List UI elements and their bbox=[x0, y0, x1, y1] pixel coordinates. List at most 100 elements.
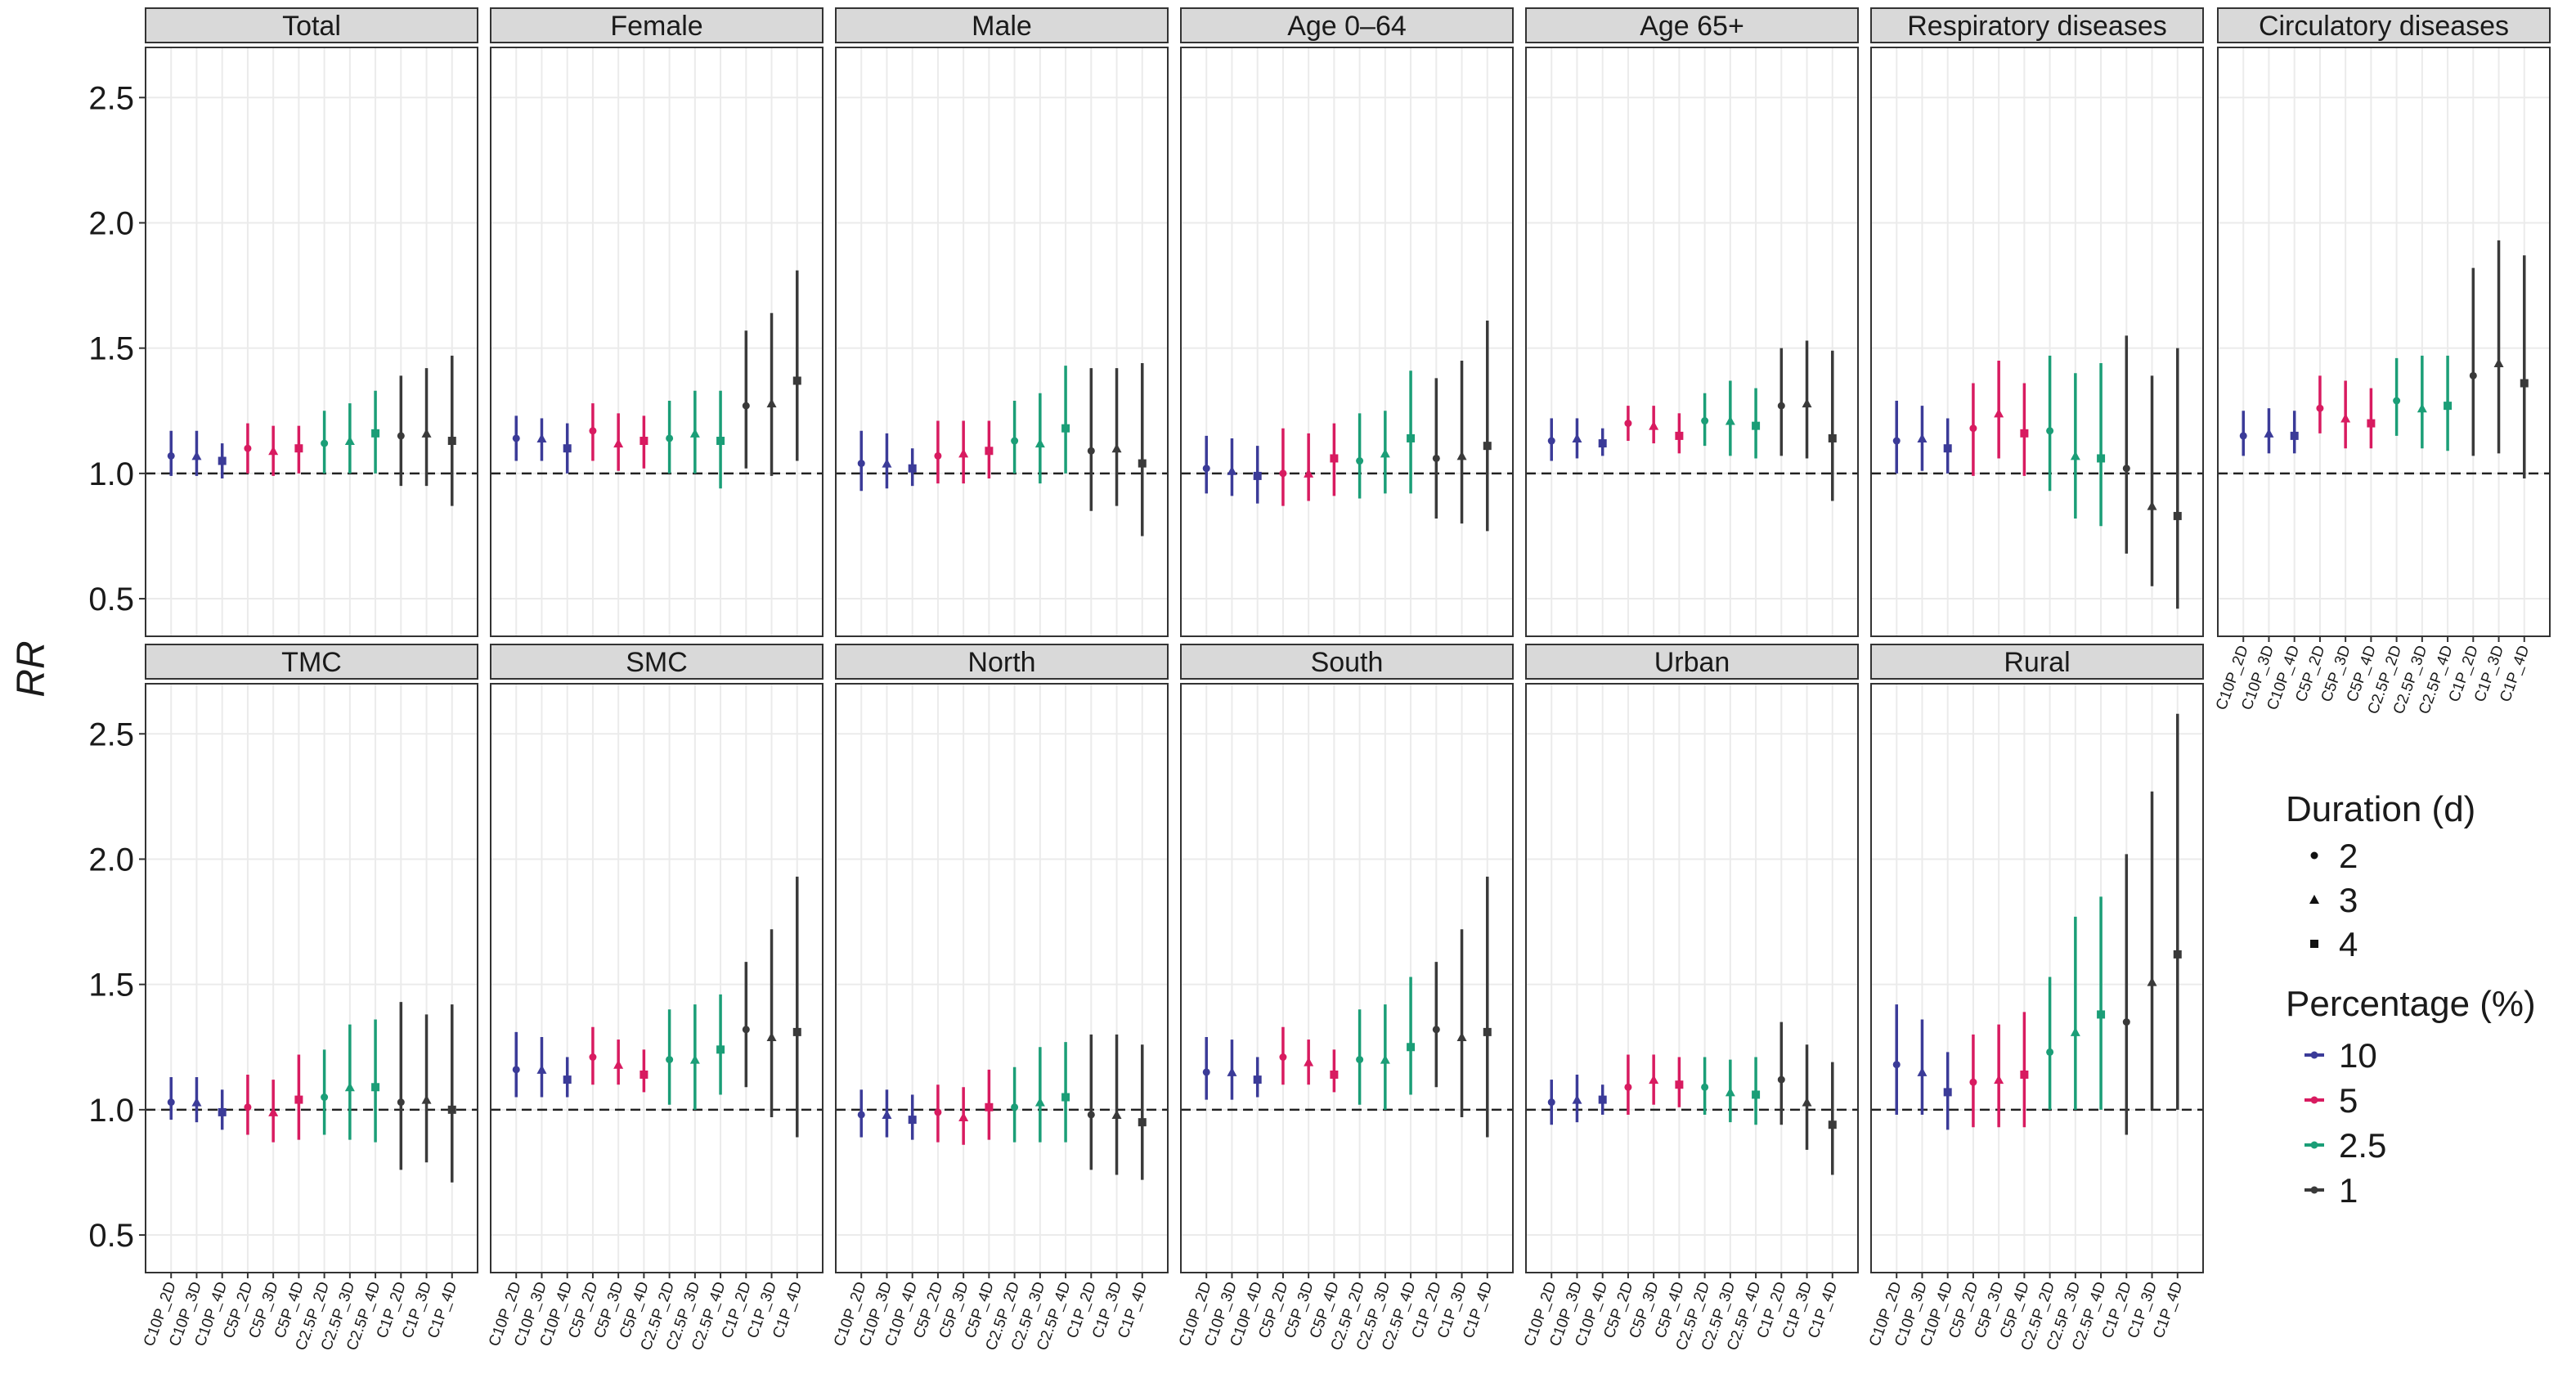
rr-point-c5p-3d bbox=[613, 1059, 624, 1069]
rr-point-c5p-3d bbox=[1304, 1057, 1314, 1066]
rr-point-c1p-3d bbox=[2493, 358, 2504, 368]
panel-smc: SMCC10P_2DC10P_3DC10P_4DC5P_2DC5P_3DC5P_… bbox=[486, 644, 824, 1353]
panel-strip bbox=[1870, 7, 2204, 43]
rr-point-c5p-4d bbox=[1330, 1070, 1339, 1079]
legend-key-point-2-5 bbox=[2310, 1141, 2318, 1149]
panel-circulatory-diseases: Circulatory diseasesC10P_2DC10P_3DC10P_4… bbox=[2213, 7, 2551, 716]
rr-point-c10p-4d bbox=[563, 444, 572, 453]
rr-point-c1p-4d bbox=[1828, 433, 1837, 442]
rr-point-c10p-4d bbox=[563, 1075, 572, 1084]
rr-point-c10p-3d bbox=[1227, 1066, 1237, 1076]
rr-point-c5p-3d bbox=[1304, 468, 1314, 478]
rr-point-c5p-3d bbox=[268, 446, 279, 456]
rr-point-c1p-2d bbox=[397, 432, 405, 440]
rr-point-c5p-2d bbox=[1279, 469, 1287, 478]
panel-border bbox=[1525, 683, 1859, 1273]
panel-strip bbox=[145, 644, 478, 680]
rr-point-c1p-4d bbox=[792, 1027, 801, 1036]
panel-background bbox=[836, 684, 1168, 1273]
rr-point-c1p-3d bbox=[1802, 398, 1812, 408]
panel-background bbox=[836, 47, 1168, 636]
rr-point-c10p-2d bbox=[1892, 1061, 1901, 1069]
rr-point-c10p-2d bbox=[167, 451, 175, 460]
panel-background bbox=[1181, 47, 1513, 636]
legend-key-duration-2 bbox=[2310, 851, 2318, 860]
rr-point-c2-5p-3d bbox=[2070, 1026, 2080, 1036]
rr-point-c5p-4d bbox=[1330, 454, 1339, 463]
rr-point-c1p-3d bbox=[2147, 977, 2157, 986]
rr-point-c10p-3d bbox=[2264, 428, 2274, 438]
legend-label-percentage-2-5: 2.5 bbox=[2339, 1126, 2386, 1165]
rr-point-c1p-3d bbox=[2147, 501, 2157, 510]
rr-point-c2-5p-3d bbox=[2070, 451, 2080, 460]
panel-strip bbox=[835, 644, 1169, 680]
panel-border bbox=[145, 47, 478, 637]
legend-key-point-5 bbox=[2310, 1096, 2318, 1104]
panel-strip bbox=[490, 7, 824, 43]
rr-point-c5p-4d bbox=[985, 447, 994, 456]
rr-point-c10p-2d bbox=[857, 1111, 865, 1119]
rr-point-c10p-4d bbox=[1253, 471, 1262, 480]
legend-key-duration-3 bbox=[2309, 895, 2319, 904]
rr-point-c5p-2d bbox=[934, 451, 942, 460]
rr-point-c10p-2d bbox=[857, 460, 865, 468]
panel-title: South bbox=[1311, 647, 1384, 678]
panel-border bbox=[1870, 683, 2204, 1273]
panel-background bbox=[1871, 47, 2203, 636]
legend-label-percentage-1: 1 bbox=[2339, 1171, 2358, 1210]
rr-point-c1p-4d bbox=[2173, 511, 2182, 520]
panel-background bbox=[1526, 684, 1858, 1273]
panel-title: TMC bbox=[281, 647, 342, 678]
rr-point-c2-5p-2d bbox=[2046, 1048, 2054, 1056]
rr-point-c2-5p-2d bbox=[321, 1093, 329, 1102]
rr-point-c1p-4d bbox=[792, 376, 801, 385]
rr-point-c2-5p-4d bbox=[1752, 421, 1761, 430]
rr-point-c1p-3d bbox=[1456, 1032, 1467, 1041]
panel-background bbox=[1526, 47, 1858, 636]
rr-point-c1p-4d bbox=[1483, 1027, 1492, 1036]
rr-point-c2-5p-2d bbox=[666, 1056, 674, 1064]
rr-point-c2-5p-2d bbox=[1011, 437, 1019, 445]
panel-female: Female bbox=[490, 7, 824, 637]
rr-point-c10p-2d bbox=[167, 1098, 175, 1107]
panel-border bbox=[490, 47, 824, 637]
rr-point-c5p-4d bbox=[294, 1095, 303, 1104]
rr-point-c5p-4d bbox=[1675, 431, 1684, 440]
rr-point-c1p-3d bbox=[766, 398, 777, 408]
rr-point-c1p-4d bbox=[1138, 1118, 1147, 1127]
rr-point-c1p-3d bbox=[1802, 1097, 1812, 1107]
legend-label-duration-2: 2 bbox=[2339, 837, 2358, 875]
rr-point-c1p-3d bbox=[1456, 451, 1467, 460]
y-tick-label: 1.5 bbox=[88, 331, 134, 367]
y-tick-label: 1.0 bbox=[88, 1093, 134, 1129]
rr-point-c1p-4d bbox=[2173, 950, 2182, 959]
rr-point-c5p-4d bbox=[294, 444, 303, 453]
y-tick-label: 1.0 bbox=[88, 456, 134, 492]
panel-title: Circulatory diseases bbox=[2259, 11, 2509, 42]
panel-strip bbox=[1180, 7, 1514, 43]
rr-point-c1p-2d bbox=[1432, 454, 1440, 462]
rr-point-c10p-4d bbox=[218, 1107, 227, 1116]
rr-point-c1p-2d bbox=[397, 1098, 405, 1107]
panel-respiratory-diseases: Respiratory diseases bbox=[1870, 7, 2204, 637]
rr-point-c10p-3d bbox=[882, 458, 892, 468]
panel-strip bbox=[835, 7, 1169, 43]
rr-point-c2-5p-4d bbox=[1407, 1043, 1416, 1052]
panel-strip bbox=[145, 7, 478, 43]
rr-point-c5p-4d bbox=[2020, 429, 2029, 438]
panel-background bbox=[1871, 684, 2203, 1273]
rr-point-c2-5p-4d bbox=[2097, 454, 2106, 463]
panel-title: Female bbox=[610, 11, 702, 42]
rr-point-c10p-4d bbox=[1598, 439, 1607, 448]
rr-point-c2-5p-3d bbox=[1725, 1087, 1735, 1097]
rr-point-c1p-2d bbox=[2469, 371, 2477, 379]
rr-point-c10p-2d bbox=[1547, 1098, 1555, 1107]
panel-background bbox=[491, 684, 823, 1273]
panel-title: SMC bbox=[626, 647, 688, 678]
rr-point-c10p-3d bbox=[536, 1064, 547, 1074]
rr-point-c2-5p-3d bbox=[1380, 1054, 1390, 1064]
rr-point-c10p-2d bbox=[512, 1066, 520, 1074]
rr-point-c10p-4d bbox=[1943, 1088, 1952, 1097]
rr-point-c10p-3d bbox=[536, 433, 547, 442]
